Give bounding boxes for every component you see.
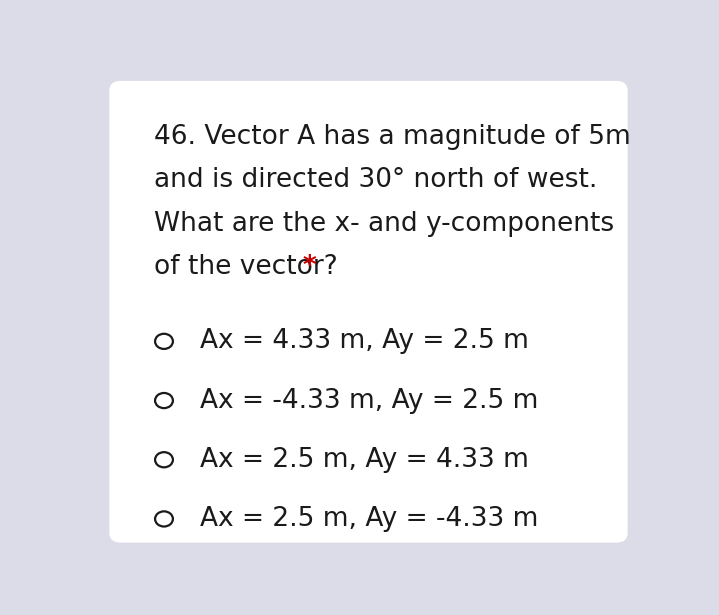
Text: of the vector?: of the vector? bbox=[154, 254, 338, 280]
Text: Ax = -4.33 m, Ay = 2.5 m: Ax = -4.33 m, Ay = 2.5 m bbox=[200, 387, 539, 413]
Text: Ax = 2.5 m, Ay = -4.33 m: Ax = 2.5 m, Ay = -4.33 m bbox=[200, 506, 539, 532]
Text: of the vector?: of the vector? bbox=[154, 254, 346, 280]
Text: Ax = 4.33 m, Ay = 2.5 m: Ax = 4.33 m, Ay = 2.5 m bbox=[200, 328, 529, 354]
Text: and is directed 30° north of west.: and is directed 30° north of west. bbox=[154, 167, 597, 193]
FancyBboxPatch shape bbox=[109, 81, 628, 542]
Text: What are the x- and y-components: What are the x- and y-components bbox=[154, 211, 614, 237]
Text: Ax = 2.5 m, Ay = 4.33 m: Ax = 2.5 m, Ay = 4.33 m bbox=[200, 446, 529, 473]
Text: *: * bbox=[303, 254, 316, 280]
Text: 46. Vector A has a magnitude of 5m: 46. Vector A has a magnitude of 5m bbox=[154, 124, 631, 149]
